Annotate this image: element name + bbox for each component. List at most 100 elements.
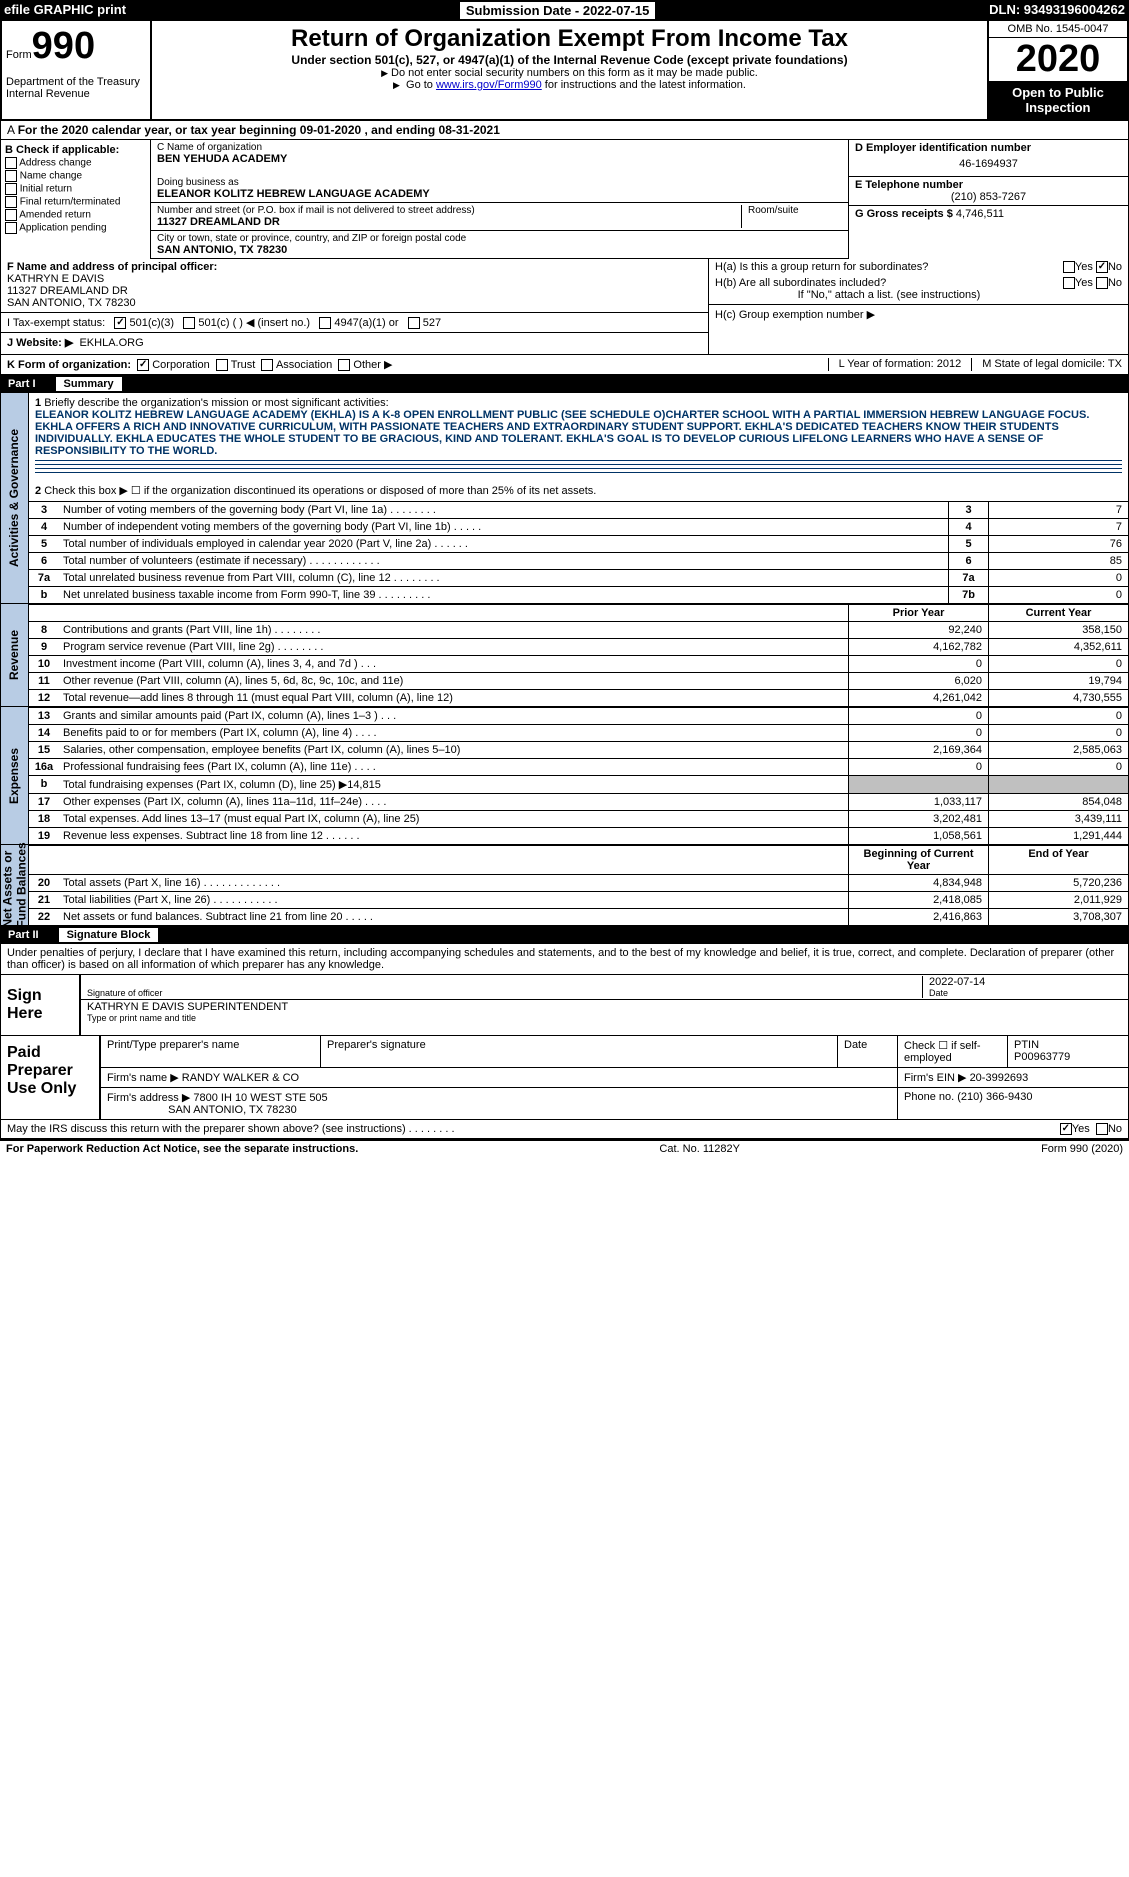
cb-amended[interactable]: Amended return (5, 209, 146, 221)
ein: 46-1694937 (855, 154, 1122, 174)
row-k: K Form of organization: Corporation Trus… (0, 355, 1129, 375)
preparer-label: Paid Preparer Use Only (1, 1036, 101, 1119)
dln: DLN: 93493196004262 (989, 2, 1125, 19)
gross-receipts: 4,746,511 (956, 208, 1004, 220)
street: 11327 DREAMLAND DR (157, 216, 741, 228)
cb-discuss-yes[interactable] (1060, 1123, 1072, 1135)
cb-hb-no[interactable] (1096, 277, 1108, 289)
k-label: K Form of organization: (7, 359, 131, 371)
form-number-cell: Form990 Department of the Treasury Inter… (2, 21, 152, 119)
mission-row: 1 Briefly describe the organization's mi… (29, 393, 1128, 480)
cb-pending[interactable]: Application pending (5, 222, 146, 234)
tax-status-label: I Tax-exempt status: (7, 317, 105, 329)
box-d-e-g: D Employer identification number 46-1694… (848, 140, 1128, 259)
box-f: F Name and address of principal officer:… (1, 259, 708, 354)
row-11: 11Other revenue (Part VIII, column (A), … (29, 672, 1128, 689)
part2-header: Part II Signature Block (0, 926, 1129, 944)
form-title: Return of Organization Exempt From Incom… (156, 25, 983, 53)
cb-ha-yes[interactable] (1063, 261, 1075, 273)
row-16a: 16aProfessional fundraising fees (Part I… (29, 758, 1128, 775)
gross-label: G Gross receipts $ (855, 208, 953, 220)
cb-name-change[interactable]: Name change (5, 170, 146, 182)
sig-officer-label: Signature of officer (87, 988, 922, 998)
firm-city: SAN ANTONIO, TX 78230 (168, 1104, 297, 1116)
website: EKHLA.ORG (79, 337, 143, 349)
website-label: J Website: ▶ (7, 337, 73, 349)
prep-name-hdr: Print/Type preparer's name (101, 1036, 321, 1067)
efile-label: efile GRAPHIC print (4, 2, 126, 19)
form-ref: Form 990 (2020) (1041, 1143, 1123, 1155)
row-22: 22Net assets or fund balances. Subtract … (29, 908, 1128, 925)
footer: For Paperwork Reduction Act Notice, see … (0, 1139, 1129, 1157)
cb-final-return[interactable]: Final return/terminated (5, 196, 146, 208)
beg-year-hdr: Beginning of Current Year (848, 846, 988, 874)
row-14: 14Benefits paid to or for members (Part … (29, 724, 1128, 741)
box-b: B Check if applicable: Address change Na… (1, 140, 151, 259)
irs-link[interactable]: www.irs.gov/Form990 (436, 79, 542, 91)
dba-name: ELEANOR KOLITZ HEBREW LANGUAGE ACADEMY (157, 188, 842, 200)
cb-527[interactable] (408, 317, 420, 329)
cb-ha-no[interactable] (1096, 261, 1108, 273)
header-row: Form990 Department of the Treasury Inter… (0, 21, 1129, 121)
firm-name: RANDY WALKER & CO (182, 1072, 299, 1084)
row-15: 15Salaries, other compensation, employee… (29, 741, 1128, 758)
activities-label: Activities & Governance (1, 393, 29, 603)
row-20: 20Total assets (Part X, line 16) . . . .… (29, 874, 1128, 891)
main-grid: B Check if applicable: Address change Na… (0, 140, 1129, 259)
street-label: Number and street (or P.O. box if mail i… (157, 205, 741, 216)
phone: (210) 853-7267 (855, 191, 1122, 203)
ein-label: D Employer identification number (855, 142, 1122, 154)
prep-selfemp: Check ☐ if self-employed (898, 1036, 1008, 1067)
cb-corp[interactable] (137, 359, 149, 371)
officer-addr1: 11327 DREAMLAND DR (7, 285, 702, 297)
preparer-block: Paid Preparer Use Only Print/Type prepar… (0, 1036, 1129, 1120)
mission-text: ELEANOR KOLITZ HEBREW LANGUAGE ACADEMY (… (35, 409, 1089, 457)
end-year-hdr: End of Year (988, 846, 1128, 874)
part1-header: Part I Summary (0, 375, 1129, 393)
line2: 2 Check this box ▶ ☐ if the organization… (29, 480, 1128, 501)
netassets-label: Net Assets or Fund Balances (1, 845, 29, 925)
cb-501c[interactable] (183, 317, 195, 329)
cb-other[interactable] (338, 359, 350, 371)
cb-initial-return[interactable]: Initial return (5, 183, 146, 195)
sig-date: 2022-07-14 (929, 976, 1122, 988)
title-cell: Return of Organization Exempt From Incom… (152, 21, 987, 119)
cb-address-change[interactable]: Address change (5, 157, 146, 169)
row-8: 8Contributions and grants (Part VIII, li… (29, 621, 1128, 638)
discuss-row: May the IRS discuss this return with the… (0, 1120, 1129, 1139)
city: SAN ANTONIO, TX 78230 (157, 244, 842, 256)
row-b: bTotal fundraising expenses (Part IX, co… (29, 775, 1128, 793)
firm-ein: 20-3992693 (970, 1072, 1029, 1084)
omb-number: OMB No. 1545-0047 (989, 21, 1127, 38)
row-10: 10Investment income (Part VIII, column (… (29, 655, 1128, 672)
firm-phone: (210) 366-9430 (957, 1091, 1032, 1103)
activities-section: Activities & Governance 1 Briefly descri… (0, 393, 1129, 604)
org-name: BEN YEHUDA ACADEMY (157, 153, 842, 165)
period-row: A For the 2020 calendar year, or tax yea… (0, 121, 1129, 140)
cb-hb-yes[interactable] (1063, 277, 1075, 289)
prep-sig-hdr: Preparer's signature (321, 1036, 838, 1067)
gov-row-3: 3Number of voting members of the governi… (29, 501, 1128, 518)
form-990: 990 (32, 25, 95, 67)
cb-trust[interactable] (216, 359, 228, 371)
ha-label: H(a) Is this a group return for subordin… (715, 261, 928, 273)
cb-501c3[interactable] (114, 317, 126, 329)
cb-4947[interactable] (319, 317, 331, 329)
year-formation: L Year of formation: 2012 (828, 358, 973, 371)
state-domicile: M State of legal domicile: TX (972, 358, 1122, 371)
cat-no: Cat. No. 11282Y (659, 1143, 740, 1155)
hb-label: H(b) Are all subordinates included? (715, 277, 886, 289)
year-cell: OMB No. 1545-0047 2020 Open to Public In… (987, 21, 1127, 119)
expenses-section: Expenses 13Grants and similar amounts pa… (0, 707, 1129, 845)
row-18: 18Total expenses. Add lines 13–17 (must … (29, 810, 1128, 827)
box-b-header: B Check if applicable: (5, 144, 146, 156)
revenue-label: Revenue (1, 604, 29, 706)
hc-label: H(c) Group exemption number ▶ (709, 304, 1128, 324)
expenses-label: Expenses (1, 707, 29, 844)
sig-name: KATHRYN E DAVIS SUPERINTENDENT (87, 1001, 1122, 1013)
cb-assoc[interactable] (261, 359, 273, 371)
phone-label: E Telephone number (855, 179, 1122, 191)
cb-discuss-no[interactable] (1096, 1123, 1108, 1135)
box-c: C Name of organization BEN YEHUDA ACADEM… (151, 140, 848, 259)
form-label: Form (6, 49, 32, 61)
